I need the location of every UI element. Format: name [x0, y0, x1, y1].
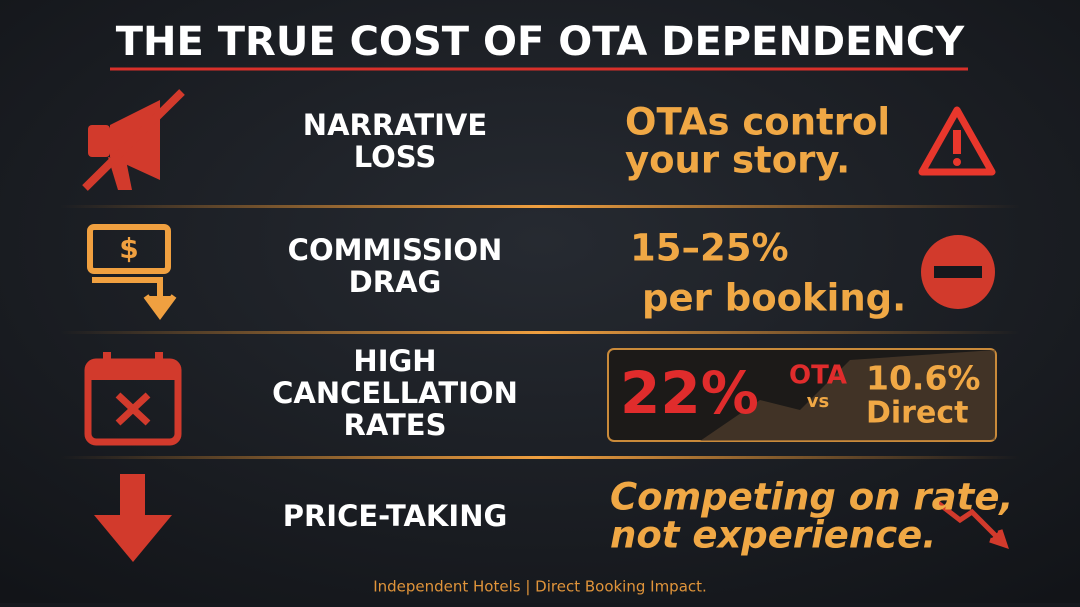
row-detail: 15–25%	[630, 227, 789, 270]
direct-label: Direct	[866, 396, 968, 431]
separator	[60, 205, 1020, 208]
comparison-shade	[700, 350, 995, 441]
row-label: HIGH	[353, 344, 436, 378]
row-detail: not experience.	[610, 514, 936, 557]
row-label: NARRATIVE	[303, 108, 487, 142]
row-label: DRAG	[349, 265, 442, 299]
row-detail: OTAs control	[625, 101, 890, 144]
row-label: PRICE-TAKING	[283, 499, 508, 533]
trend-down-icon	[936, 501, 1009, 549]
calendar-cancel-icon	[84, 352, 182, 446]
megaphone-muted-icon	[82, 89, 185, 191]
row-label: RATES	[343, 408, 446, 442]
ota-value: 22%	[620, 359, 759, 427]
row-label: CANCELLATION	[272, 376, 518, 410]
minus-icon	[921, 235, 995, 309]
row-detail: per booking.	[642, 277, 906, 320]
money-down-icon: $	[87, 224, 177, 321]
row-label: LOSS	[354, 140, 437, 174]
vs-label: vs	[807, 391, 829, 412]
footer: Independent Hotels | Direct Booking Impa…	[373, 578, 707, 596]
row-detail: your story.	[625, 139, 850, 182]
row-detail: Competing on rate,	[610, 476, 1013, 519]
title: THE TRUE COST OF OTA DEPENDENCY	[116, 19, 966, 65]
separator	[60, 456, 1020, 459]
separator	[60, 331, 1020, 334]
row-label: COMMISSION	[288, 233, 503, 267]
down-arrow-icon	[94, 474, 172, 562]
direct-value: 10.6%	[866, 359, 981, 398]
svg-text:$: $	[119, 232, 138, 265]
ota-label: OTA	[789, 361, 847, 391]
warning-icon	[918, 106, 996, 176]
